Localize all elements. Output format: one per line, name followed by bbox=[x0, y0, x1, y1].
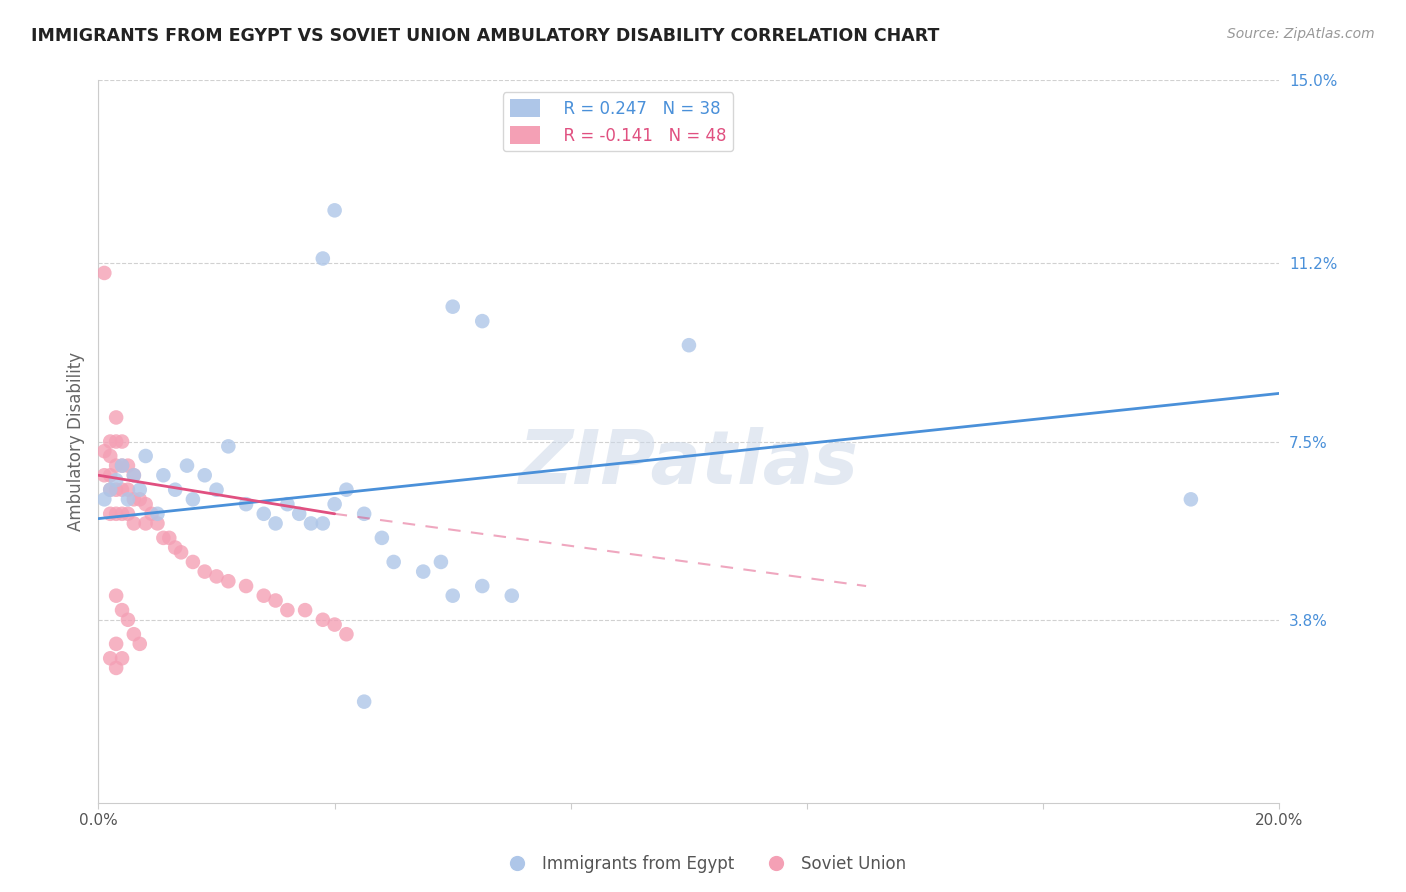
Point bbox=[135, 497, 157, 511]
Point bbox=[105, 473, 128, 487]
Point bbox=[194, 565, 217, 579]
Point bbox=[105, 637, 128, 651]
Point bbox=[412, 565, 434, 579]
Legend: Immigrants from Egypt, Soviet Union: Immigrants from Egypt, Soviet Union bbox=[494, 848, 912, 880]
Point bbox=[111, 458, 134, 473]
Point bbox=[98, 651, 121, 665]
Point bbox=[441, 300, 464, 314]
Point bbox=[122, 516, 145, 531]
Point bbox=[371, 531, 394, 545]
Point bbox=[353, 695, 375, 709]
Point bbox=[205, 569, 228, 583]
Point bbox=[98, 468, 121, 483]
Point bbox=[1180, 492, 1202, 507]
Point bbox=[111, 507, 134, 521]
Point bbox=[471, 579, 494, 593]
Y-axis label: Ambulatory Disability: Ambulatory Disability bbox=[66, 352, 84, 531]
Point bbox=[335, 627, 357, 641]
Point bbox=[93, 468, 115, 483]
Point bbox=[105, 589, 128, 603]
Point bbox=[122, 468, 145, 483]
Point bbox=[105, 661, 128, 675]
Point bbox=[165, 483, 187, 497]
Point bbox=[170, 545, 193, 559]
Point bbox=[111, 434, 134, 449]
Point bbox=[253, 589, 276, 603]
Point bbox=[235, 579, 257, 593]
Point bbox=[217, 439, 239, 453]
Point bbox=[335, 483, 357, 497]
Point bbox=[98, 449, 121, 463]
Point bbox=[105, 410, 128, 425]
Point bbox=[122, 468, 145, 483]
Text: Source: ZipAtlas.com: Source: ZipAtlas.com bbox=[1227, 27, 1375, 41]
Point bbox=[105, 507, 128, 521]
Point bbox=[117, 458, 139, 473]
Point bbox=[501, 589, 523, 603]
Point bbox=[117, 483, 139, 497]
Point bbox=[176, 458, 198, 473]
Point bbox=[430, 555, 453, 569]
Point bbox=[312, 516, 335, 531]
Point bbox=[165, 541, 187, 555]
Point bbox=[141, 507, 163, 521]
Point bbox=[194, 468, 217, 483]
Point bbox=[117, 507, 139, 521]
Point bbox=[111, 603, 134, 617]
Point bbox=[122, 492, 145, 507]
Point bbox=[353, 507, 375, 521]
Point bbox=[122, 627, 145, 641]
Point bbox=[312, 252, 335, 266]
Point bbox=[128, 637, 150, 651]
Point bbox=[181, 555, 204, 569]
Point bbox=[98, 483, 121, 497]
Point bbox=[98, 507, 121, 521]
Point bbox=[264, 593, 287, 607]
Point bbox=[105, 458, 128, 473]
Point bbox=[128, 492, 150, 507]
Point bbox=[323, 617, 346, 632]
Point bbox=[205, 483, 228, 497]
Point bbox=[117, 492, 139, 507]
Point bbox=[276, 603, 298, 617]
Point bbox=[288, 507, 311, 521]
Point bbox=[135, 516, 157, 531]
Point bbox=[93, 444, 115, 458]
Point bbox=[312, 613, 335, 627]
Point bbox=[105, 434, 128, 449]
Point bbox=[98, 483, 121, 497]
Point bbox=[98, 434, 121, 449]
Point bbox=[253, 507, 276, 521]
Point bbox=[146, 516, 169, 531]
Point bbox=[135, 449, 157, 463]
Point bbox=[323, 203, 346, 218]
Point bbox=[146, 507, 169, 521]
Point bbox=[323, 497, 346, 511]
Point bbox=[441, 589, 464, 603]
Point bbox=[235, 497, 257, 511]
Point bbox=[382, 555, 405, 569]
Text: IMMIGRANTS FROM EGYPT VS SOVIET UNION AMBULATORY DISABILITY CORRELATION CHART: IMMIGRANTS FROM EGYPT VS SOVIET UNION AM… bbox=[31, 27, 939, 45]
Point bbox=[217, 574, 239, 589]
Point bbox=[117, 613, 139, 627]
Point bbox=[678, 338, 700, 352]
Point bbox=[105, 483, 128, 497]
Point bbox=[152, 468, 174, 483]
Point bbox=[111, 458, 134, 473]
Point bbox=[111, 483, 134, 497]
Point bbox=[157, 531, 180, 545]
Point bbox=[111, 651, 134, 665]
Point bbox=[294, 603, 316, 617]
Point bbox=[299, 516, 322, 531]
Point bbox=[276, 497, 298, 511]
Point bbox=[152, 531, 174, 545]
Point bbox=[93, 492, 115, 507]
Point bbox=[93, 266, 115, 280]
Legend:   R = 0.247   N = 38,   R = -0.141   N = 48: R = 0.247 N = 38, R = -0.141 N = 48 bbox=[503, 92, 733, 152]
Text: ZIPatlas: ZIPatlas bbox=[519, 426, 859, 500]
Point bbox=[471, 314, 494, 328]
Point bbox=[181, 492, 204, 507]
Point bbox=[264, 516, 287, 531]
Point bbox=[128, 483, 150, 497]
